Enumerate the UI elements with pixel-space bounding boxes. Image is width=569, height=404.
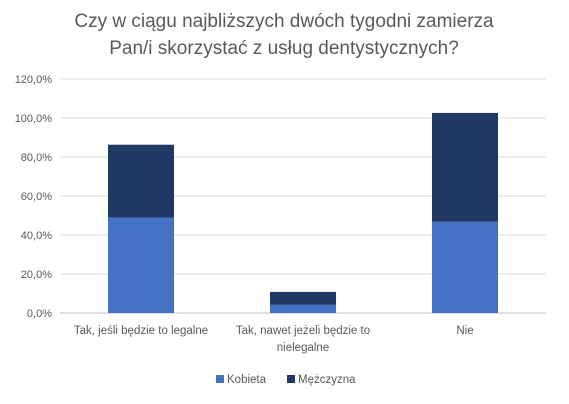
legend-swatch [287, 375, 295, 383]
bar-mezczyzna [108, 144, 174, 218]
bar-mezczyzna [432, 112, 498, 222]
x-category-label: Tak, jeśli będzie to legalne [74, 325, 208, 337]
y-tick-label: 80,0% [21, 152, 52, 164]
bar-mezczyzna [270, 291, 336, 305]
x-category-label: nielegalne [277, 342, 329, 354]
legend-label: Mężczyzna [298, 374, 356, 386]
bar-kobieta [432, 221, 498, 313]
legend-swatch [216, 375, 224, 383]
x-axis-categories: Tak, jeśli będzie to legalne Tak, nawet j… [74, 325, 474, 354]
y-tick-label: 100,0% [15, 113, 53, 125]
chart-title-line: Czy w ciągu najbliższych dwóch tygodni z… [74, 11, 494, 32]
legend-label: Kobieta [227, 374, 267, 386]
bar-kobieta [270, 304, 336, 313]
legend: Kobieta Mężczyzna [216, 374, 356, 386]
bars [108, 112, 498, 313]
y-tick-label: 20,0% [21, 269, 52, 281]
y-tick-label: 0,0% [27, 308, 52, 320]
y-tick-label: 40,0% [21, 230, 52, 242]
y-tick-label: 120,0% [15, 74, 53, 86]
chart-title-line: Pan/i skorzystać z usług dentystycznych? [109, 38, 459, 59]
chart-title: Czy w ciągu najbliższych dwóch tygodni z… [74, 11, 494, 59]
x-category-label: Tak, nawet jeżeli będzie to [236, 325, 370, 337]
y-axis-ticks: 0,0% 20,0% 40,0% 60,0% 80,0% 100,0% 120,0% [15, 74, 53, 320]
bar-kobieta [108, 217, 174, 313]
y-tick-label: 60,0% [21, 191, 52, 203]
x-category-label: Nie [456, 325, 473, 337]
